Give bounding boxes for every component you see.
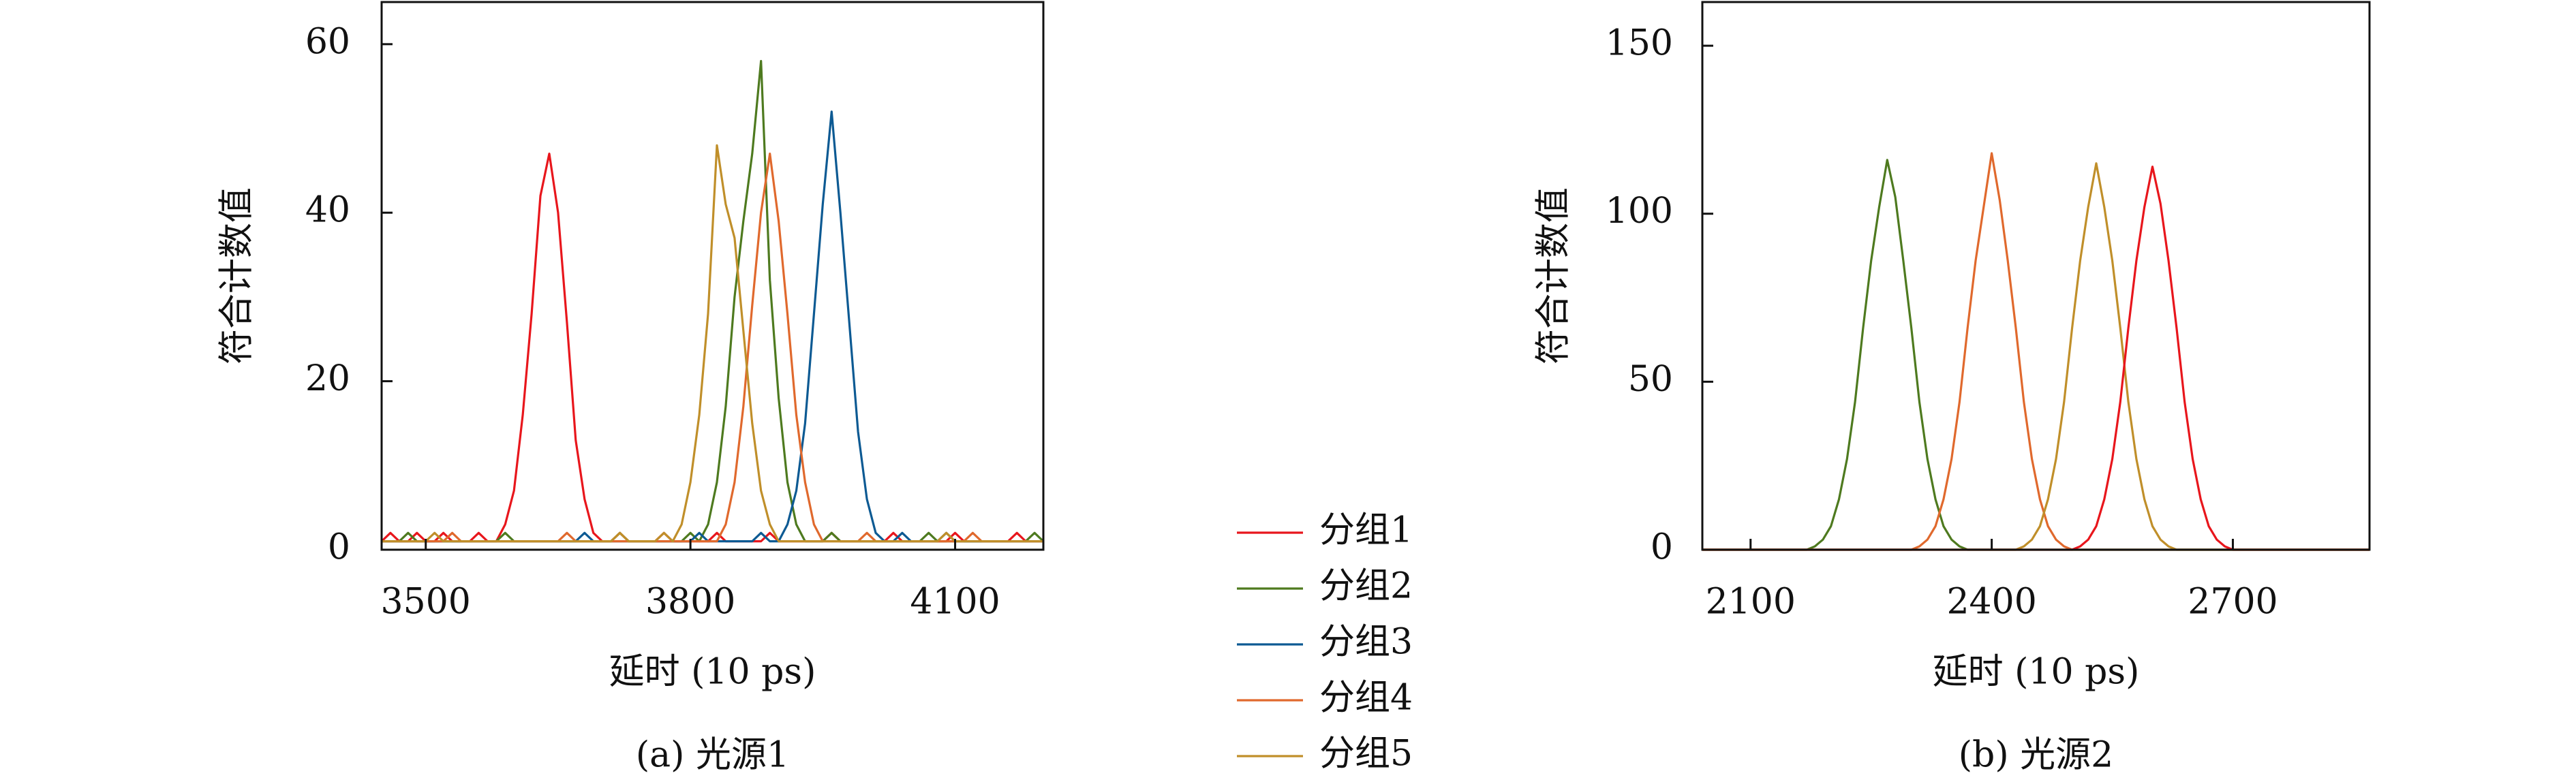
caption: (a) 光源1 bbox=[636, 735, 789, 776]
x-tick-label: 3800 bbox=[645, 582, 735, 623]
series-line bbox=[1702, 166, 2370, 551]
y-tick-label: 150 bbox=[1606, 23, 1673, 64]
legend-label: 分组2 bbox=[1319, 566, 1413, 607]
y-tick-label: 40 bbox=[305, 190, 350, 231]
series-line bbox=[1702, 159, 2370, 551]
series-line bbox=[382, 110, 1043, 543]
plot-frame bbox=[380, 1, 1045, 551]
y-tick-label: 20 bbox=[305, 358, 350, 399]
x-tick-label: 2700 bbox=[2188, 582, 2278, 623]
x-tick-label: 3500 bbox=[381, 582, 471, 623]
y-tick-label: 0 bbox=[328, 527, 350, 568]
y-axis-label: 符合计数值 bbox=[217, 187, 258, 364]
x-tick-label: 4100 bbox=[910, 582, 1000, 623]
legend-label: 分组3 bbox=[1319, 622, 1413, 663]
series-line bbox=[1702, 152, 2370, 551]
series-line bbox=[382, 60, 1045, 543]
y-axis-label: 符合计数值 bbox=[1533, 187, 1574, 364]
y-tick-label: 100 bbox=[1606, 191, 1673, 232]
x-axis-label: 延时 (10 ps) bbox=[609, 652, 816, 693]
legend-label: 分组5 bbox=[1319, 734, 1413, 775]
y-tick-label: 0 bbox=[1651, 527, 1673, 568]
plot-frame bbox=[1701, 1, 2371, 551]
x-tick-label: 2100 bbox=[1706, 582, 1796, 623]
y-tick-label: 60 bbox=[305, 21, 350, 62]
legend-label: 分组1 bbox=[1319, 510, 1413, 551]
series-line bbox=[382, 144, 1043, 543]
y-tick-label: 50 bbox=[1628, 359, 1673, 400]
x-axis-label: 延时 (10 ps) bbox=[1933, 652, 2140, 693]
series-line bbox=[1702, 162, 2370, 551]
legend: 分组1 分组2 分组3 分组4 分组5 bbox=[1237, 510, 1413, 775]
legend-label: 分组4 bbox=[1319, 678, 1413, 719]
x-tick-label: 2400 bbox=[1946, 582, 2036, 623]
caption: (b) 光源2 bbox=[1959, 735, 2113, 776]
